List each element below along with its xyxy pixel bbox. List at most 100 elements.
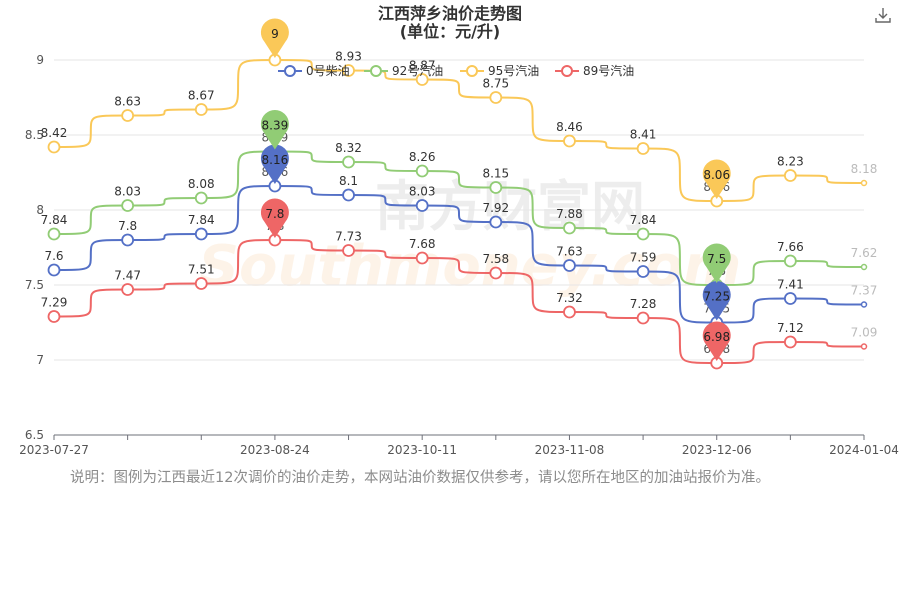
data-point[interactable]	[783, 254, 797, 268]
data-point[interactable]	[783, 169, 797, 182]
data-point[interactable]	[121, 283, 135, 296]
data-point[interactable]	[47, 310, 61, 323]
data-point[interactable]	[415, 164, 429, 178]
data-label: 8.42	[41, 126, 68, 140]
data-label: 7.32	[556, 291, 583, 305]
data-point[interactable]	[636, 142, 650, 155]
data-label: 7.59	[630, 251, 657, 265]
marker-pin	[260, 109, 289, 150]
marker-pin-label: 7.5	[707, 252, 726, 266]
data-point[interactable]	[860, 263, 868, 271]
data-label: 8.03	[409, 185, 436, 199]
data-point[interactable]	[563, 134, 576, 148]
watermark-en-text: Southmoney.com	[199, 234, 742, 299]
data-label: 8.32	[335, 141, 362, 155]
data-label: 8.63	[114, 95, 141, 109]
data-label: 7.29	[41, 296, 68, 310]
data-label: 7.84	[41, 213, 68, 227]
data-point[interactable]	[783, 335, 797, 349]
chart-title: 江西萍乡油价走势图	[377, 4, 522, 23]
legend-item-label[interactable]: 95号汽油	[488, 63, 539, 78]
data-point[interactable]	[489, 266, 503, 280]
data-label: 8.08	[188, 177, 215, 191]
data-point[interactable]	[415, 73, 429, 86]
data-point[interactable]	[415, 251, 429, 265]
data-point[interactable]	[563, 259, 576, 272]
data-point[interactable]	[342, 188, 355, 202]
download-icon[interactable]	[874, 6, 892, 24]
data-label: 7.84	[188, 213, 215, 227]
series-line-0	[53, 185, 865, 324]
data-point[interactable]	[194, 191, 208, 205]
data-point[interactable]	[121, 199, 135, 212]
data-point[interactable]	[783, 292, 797, 305]
marker-pin	[702, 243, 731, 283]
data-point[interactable]	[415, 199, 429, 212]
data-point[interactable]	[194, 103, 208, 116]
data-label: 7.28	[630, 297, 657, 311]
legend[interactable]: 0号柴油 92号汽油 95号汽油 89号汽油	[278, 63, 634, 78]
x-tick-label: 2023-07-27	[19, 443, 89, 457]
data-point[interactable]	[121, 109, 135, 122]
legend-item-label[interactable]: 89号汽油	[583, 63, 634, 78]
data-label: 7.41	[777, 278, 804, 292]
y-tick-label: 8.5	[25, 128, 44, 142]
series-line-3	[53, 239, 865, 364]
data-point[interactable]	[342, 244, 355, 257]
data-label: 8.03	[114, 185, 141, 199]
data-label: 7.88	[556, 207, 583, 221]
data-point[interactable]	[47, 263, 61, 277]
legend-symbol[interactable]	[284, 65, 296, 77]
legend-symbol[interactable]	[466, 65, 478, 77]
data-label: 7.47	[114, 269, 141, 283]
data-point[interactable]	[563, 221, 576, 235]
legend-item-label[interactable]: 92号汽油	[392, 63, 443, 78]
data-label: 8.1	[339, 174, 358, 188]
marker-pin	[702, 159, 731, 199]
data-point[interactable]	[47, 227, 61, 241]
marker-pin-label: 6.98	[703, 330, 730, 344]
y-tick-label: 9	[36, 53, 44, 67]
x-tick-label: 2023-11-08	[535, 443, 605, 457]
data-point[interactable]	[860, 179, 868, 187]
data-point[interactable]	[636, 227, 650, 241]
data-point[interactable]	[342, 64, 355, 77]
footnote: 说明：图例为江西最近12次调价的油价走势，本网站油价数据仅供参考，请以您所在地区…	[70, 470, 770, 486]
data-point[interactable]	[194, 227, 208, 241]
data-label: 8.23	[777, 155, 804, 169]
y-tick-label: 8	[36, 203, 44, 217]
y-tick-label: 7.5	[25, 278, 44, 292]
data-point[interactable]	[342, 155, 355, 169]
x-tick-label: 2024-01-04	[829, 443, 899, 457]
data-point[interactable]	[636, 311, 650, 325]
data-label: 7.73	[335, 230, 362, 244]
legend-symbol[interactable]	[370, 65, 382, 77]
data-label: 7.92	[482, 201, 509, 215]
data-label: 7.09	[851, 326, 878, 340]
legend-symbol[interactable]	[561, 65, 573, 77]
max-min-markers: 8.167.258.397.598.067.86.98	[260, 18, 731, 361]
data-point[interactable]	[489, 91, 503, 104]
data-label: 8.87	[409, 59, 436, 73]
marker-pin	[260, 198, 289, 238]
data-point[interactable]	[121, 233, 135, 247]
y-tick-label: 7	[36, 353, 44, 367]
data-label: 7.51	[188, 263, 215, 277]
data-point[interactable]	[194, 277, 208, 290]
data-point[interactable]	[636, 265, 650, 278]
series-group	[47, 53, 868, 370]
data-point[interactable]	[860, 343, 868, 350]
data-point[interactable]	[47, 140, 61, 154]
data-label: 7.63	[556, 245, 583, 259]
legend-item-label[interactable]: 0号柴油	[306, 64, 350, 78]
data-point[interactable]	[489, 215, 503, 229]
data-label: 8.18	[851, 162, 878, 176]
x-tick-label: 2023-08-24	[240, 443, 310, 457]
data-point[interactable]	[563, 305, 576, 319]
data-point[interactable]	[489, 181, 503, 194]
marker-pin-label: 8.06	[703, 168, 730, 182]
data-label: 8.46	[556, 120, 583, 134]
marker-pin	[702, 280, 731, 321]
data-point[interactable]	[860, 301, 868, 308]
